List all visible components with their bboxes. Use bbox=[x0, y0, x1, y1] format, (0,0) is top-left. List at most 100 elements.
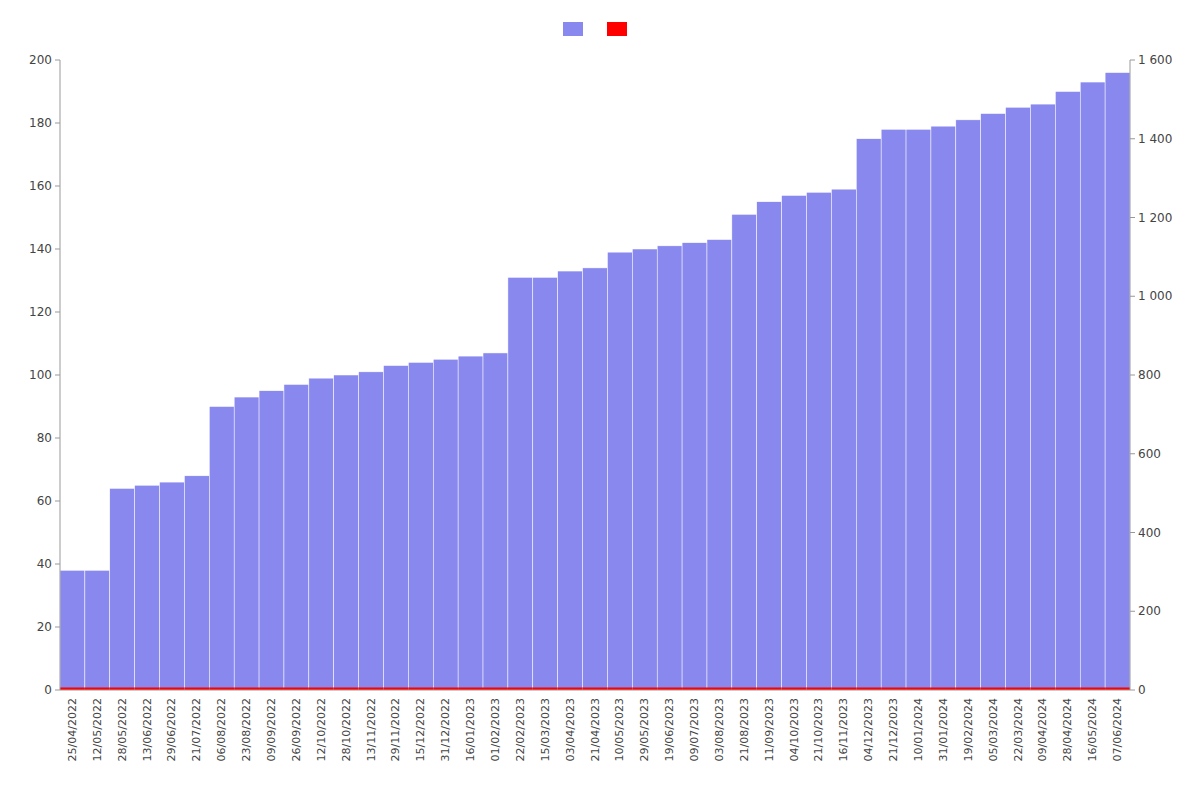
bar bbox=[533, 277, 558, 690]
x-tick-label: 12/10/2022 bbox=[315, 698, 328, 761]
bar bbox=[981, 114, 1006, 690]
bar bbox=[259, 391, 284, 690]
y-tick-label: 80 bbox=[37, 431, 52, 445]
x-tick-label: 12/05/2022 bbox=[91, 698, 104, 761]
bar bbox=[433, 359, 458, 690]
x-tick-label: 03/08/2023 bbox=[713, 698, 726, 761]
bar bbox=[334, 375, 359, 690]
y-tick-label: 180 bbox=[29, 116, 52, 130]
x-tick-label: 26/09/2022 bbox=[290, 698, 303, 761]
bar bbox=[284, 384, 309, 690]
bar bbox=[160, 482, 185, 690]
bar bbox=[906, 129, 931, 690]
bar bbox=[807, 192, 832, 690]
x-tick-label: 03/04/2023 bbox=[564, 698, 577, 761]
y-tick bbox=[55, 627, 60, 628]
x-tick-label: 25/04/2022 bbox=[66, 698, 79, 761]
y2-tick bbox=[1130, 453, 1135, 454]
bar bbox=[1006, 107, 1031, 690]
bar bbox=[184, 476, 209, 690]
y-tick bbox=[55, 438, 60, 439]
bar bbox=[856, 139, 881, 690]
y-tick bbox=[55, 186, 60, 187]
x-axis-line bbox=[60, 690, 1130, 691]
bar bbox=[558, 271, 583, 690]
bar bbox=[931, 126, 956, 690]
x-tick-label: 15/03/2023 bbox=[539, 698, 552, 761]
y-tick-label: 200 bbox=[29, 53, 52, 67]
bar bbox=[483, 353, 508, 690]
bar bbox=[583, 268, 608, 690]
y2-tick-label: 600 bbox=[1138, 447, 1161, 461]
bars bbox=[60, 73, 1130, 690]
x-tick-label: 22/02/2023 bbox=[514, 698, 527, 761]
bar bbox=[209, 407, 234, 691]
bar bbox=[60, 570, 85, 690]
y-tick bbox=[55, 249, 60, 250]
x-tick-label: 10/01/2024 bbox=[912, 698, 925, 761]
x-tick-label: 11/09/2023 bbox=[763, 698, 776, 761]
bar bbox=[383, 366, 408, 690]
y2-tick-label: 1 000 bbox=[1138, 289, 1172, 303]
bar bbox=[85, 570, 110, 690]
x-tick-label: 21/07/2022 bbox=[190, 698, 203, 761]
bar bbox=[458, 356, 483, 690]
x-tick-label: 23/08/2022 bbox=[240, 698, 253, 761]
legend-swatch bbox=[563, 22, 583, 36]
y-tick-label: 0 bbox=[44, 683, 52, 697]
y2-tick-label: 200 bbox=[1138, 604, 1161, 618]
x-tick-label: 05/03/2024 bbox=[987, 698, 1000, 761]
x-tick-label: 22/03/2024 bbox=[1012, 698, 1025, 761]
x-tick-label: 09/09/2022 bbox=[265, 698, 278, 761]
axes: 0204060801001201401601802000200400600800… bbox=[29, 53, 1172, 761]
x-tick-label: 19/06/2023 bbox=[663, 698, 676, 761]
x-tick-label: 16/11/2023 bbox=[837, 698, 850, 761]
y-tick-label: 100 bbox=[29, 368, 52, 382]
x-tick-label: 28/10/2022 bbox=[340, 698, 353, 761]
x-tick-label: 29/06/2022 bbox=[165, 698, 178, 761]
x-tick-label: 21/04/2023 bbox=[589, 698, 602, 761]
x-tick-label: 21/12/2023 bbox=[887, 698, 900, 761]
bar bbox=[309, 378, 334, 690]
x-tick-label: 09/04/2024 bbox=[1036, 698, 1049, 761]
y-tick-label: 60 bbox=[37, 494, 52, 508]
x-tick-label: 07/06/2024 bbox=[1111, 698, 1124, 761]
y-tick-label: 120 bbox=[29, 305, 52, 319]
x-tick-label: 04/10/2023 bbox=[788, 698, 801, 761]
x-tick-label: 31/01/2024 bbox=[937, 698, 950, 761]
y-tick bbox=[55, 312, 60, 313]
bar bbox=[1105, 73, 1130, 690]
x-tick-label: 16/05/2024 bbox=[1086, 698, 1099, 761]
bar bbox=[707, 240, 732, 690]
x-tick-label: 15/12/2022 bbox=[414, 698, 427, 761]
bar bbox=[682, 243, 707, 690]
y2-tick bbox=[1130, 375, 1135, 376]
bar-series bbox=[60, 73, 1130, 690]
x-tick-label: 29/11/2022 bbox=[389, 698, 402, 761]
y2-tick bbox=[1130, 611, 1135, 612]
bar bbox=[732, 214, 757, 690]
x-tick-label: 13/11/2022 bbox=[365, 698, 378, 761]
y2-tick bbox=[1130, 532, 1135, 533]
bar-series bbox=[60, 687, 1130, 690]
x-tick-label: 01/02/2023 bbox=[489, 698, 502, 761]
y-tick bbox=[55, 690, 60, 691]
bar bbox=[359, 372, 384, 690]
bar bbox=[1055, 92, 1080, 691]
bar bbox=[956, 120, 981, 690]
bar bbox=[1080, 82, 1105, 690]
y2-tick bbox=[1130, 690, 1135, 691]
y2-tick bbox=[1130, 60, 1135, 61]
bar bbox=[234, 397, 259, 690]
bar bbox=[1030, 104, 1055, 690]
y-tick bbox=[55, 60, 60, 61]
x-tick-label: 10/05/2023 bbox=[613, 698, 626, 761]
x-tick-label: 13/06/2022 bbox=[141, 698, 154, 761]
x-tick-label: 21/10/2023 bbox=[812, 698, 825, 761]
y-tick-label: 160 bbox=[29, 179, 52, 193]
x-tick-label: 28/04/2024 bbox=[1061, 698, 1074, 761]
bar bbox=[831, 189, 856, 690]
y2-tick-label: 400 bbox=[1138, 526, 1161, 540]
bar bbox=[135, 485, 160, 690]
bar bbox=[757, 202, 782, 690]
